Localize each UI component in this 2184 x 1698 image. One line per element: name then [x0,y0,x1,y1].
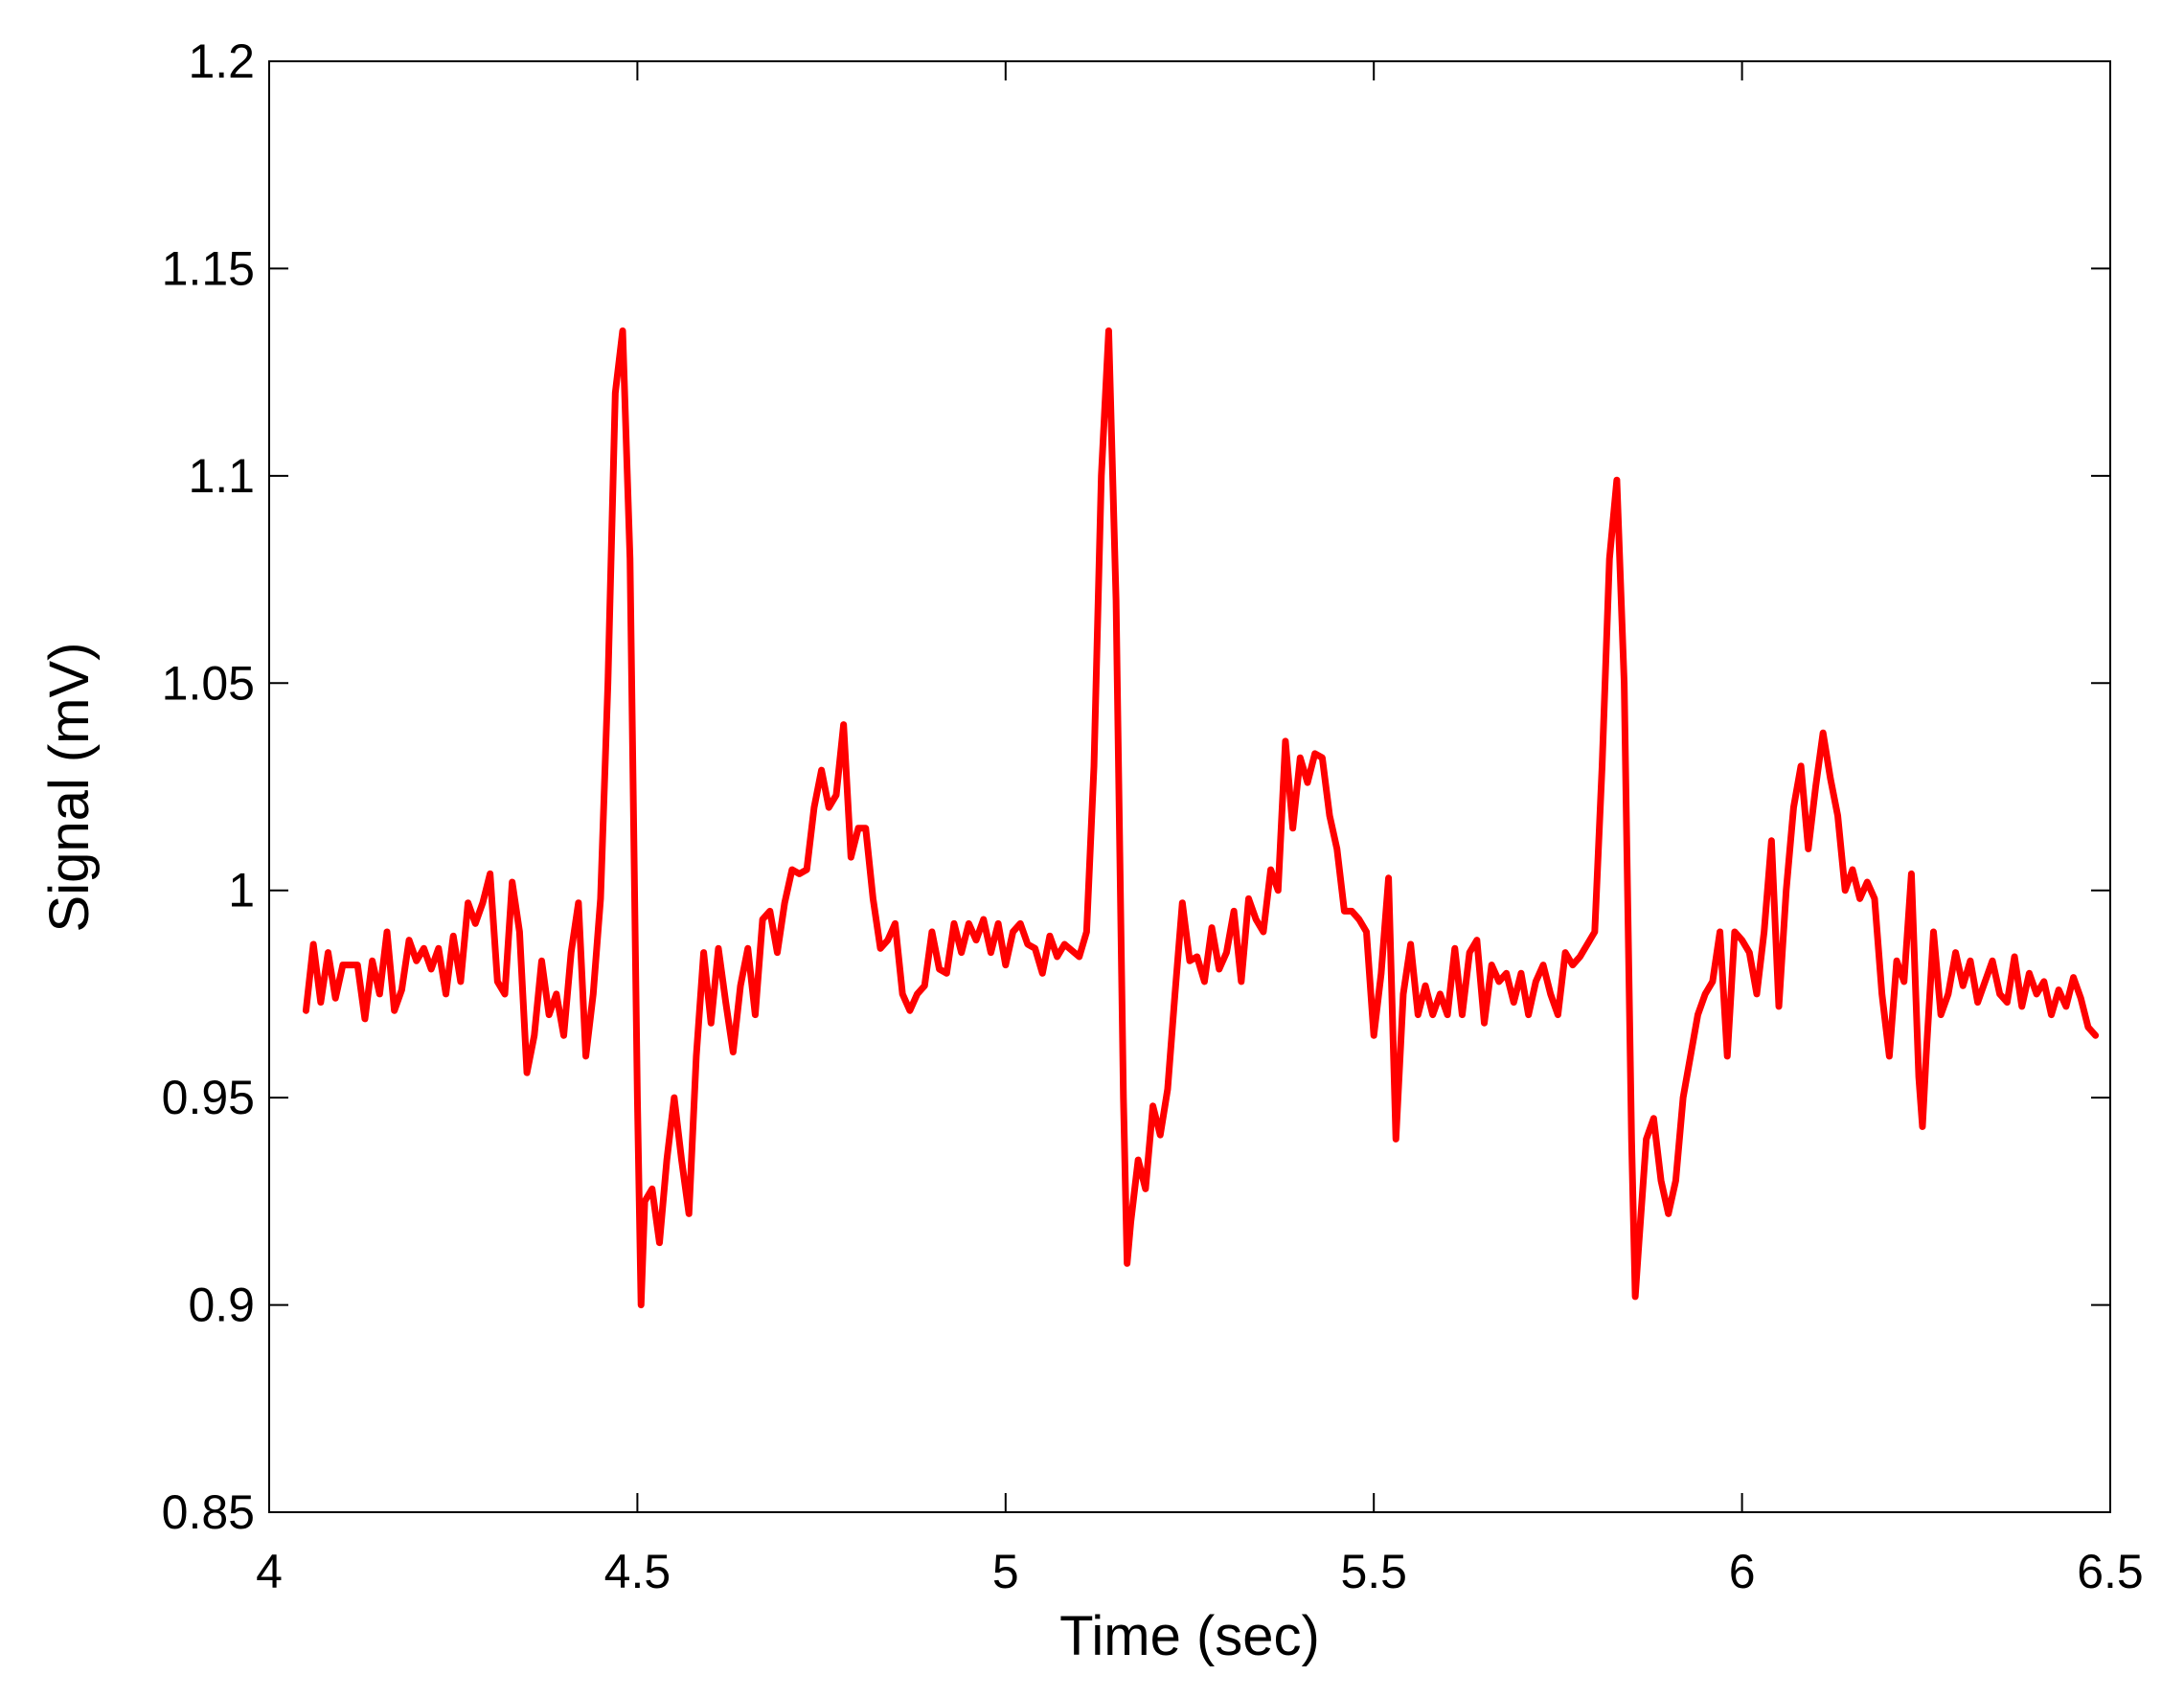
x-tick-label: 6.5 [2077,1545,2144,1598]
y-tick-label: 0.9 [188,1279,255,1332]
y-tick-label: 1.2 [188,34,255,88]
x-tick-label: 5.5 [1340,1545,1407,1598]
x-tick-label: 5 [992,1545,1019,1598]
y-tick-label: 1 [228,864,255,917]
x-axis-label: Time (sec) [1059,1605,1320,1667]
y-axis-label: Signal (mV) [38,643,101,933]
x-tick-label: 4.5 [604,1545,671,1598]
y-tick-label: 0.95 [162,1071,255,1124]
x-tick-label: 4 [256,1545,283,1598]
y-tick-label: 1.1 [188,449,255,503]
y-tick-label: 1.15 [162,241,255,295]
y-tick-label: 0.85 [162,1485,255,1539]
signal-line [302,327,2100,1309]
plot-frame [268,60,2111,1513]
y-tick-label: 1.05 [162,656,255,710]
x-tick-label: 6 [1729,1545,1756,1598]
